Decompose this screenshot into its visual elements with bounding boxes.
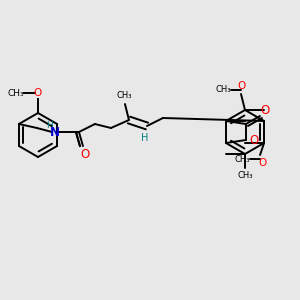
Text: H: H [46, 122, 53, 130]
Text: CH₃: CH₃ [8, 88, 24, 98]
Text: O: O [238, 81, 246, 91]
Text: CH₃: CH₃ [234, 154, 250, 164]
Text: O: O [258, 158, 266, 168]
Text: H: H [141, 133, 148, 143]
Text: O: O [34, 88, 42, 98]
Text: O: O [260, 104, 270, 118]
Text: O: O [80, 148, 90, 160]
Text: N: N [50, 125, 60, 139]
Text: CH₃: CH₃ [116, 92, 132, 100]
Text: CH₃: CH₃ [237, 172, 253, 181]
Text: O: O [249, 134, 259, 146]
Text: CH₃: CH₃ [215, 85, 231, 94]
